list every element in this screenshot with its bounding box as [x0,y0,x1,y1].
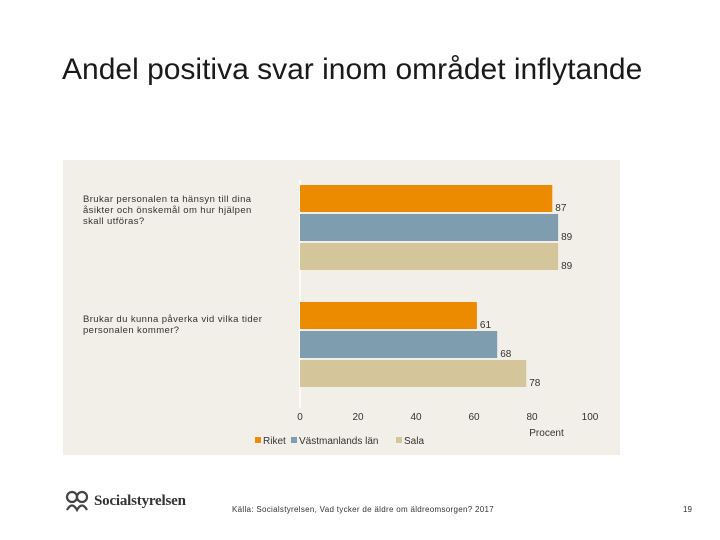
page-number: 19 [683,505,692,514]
chart-panel: 87 89 89 61 68 78 0 20 40 60 80 100 Procent Riket Väst… [63,160,620,455]
legend-label-3: Sala [404,436,424,447]
socialstyrelsen-logo: Socialstyrelsen [64,487,186,515]
legend-swatch-3 [396,437,402,443]
legend-swatch-1 [255,437,261,443]
logo-text: Socialstyrelsen [94,492,186,509]
x-tick-label-100: 100 [582,412,599,423]
bar-1-2 [300,214,559,241]
x-tick-label-0: 0 [297,412,303,423]
category-label-1: Brukar personalen ta hänsyn till dina ås… [83,194,252,227]
legend-label-2: Västmanlands län [299,436,379,447]
bar-2-1 [300,302,477,329]
data-label-2-1: 61 [480,320,492,331]
x-axis-title: Procent [529,428,564,439]
data-label-1-2: 89 [561,232,573,243]
legend-label-1: Riket [263,436,286,447]
logo-mark-icon [65,490,89,513]
bar-chart: 87 89 89 61 68 78 0 20 40 60 80 100 Procent Riket Väst… [255,180,599,447]
bar-2-3 [300,360,527,387]
category-label-2: Brukar du kunna påverka vid vilka tider … [83,314,263,336]
x-tick-label-60: 60 [468,412,480,423]
bar-1-1 [300,185,553,212]
source-note: Källa: Socialstyrelsen, Vad tycker de äl… [232,505,495,514]
x-tick-label-80: 80 [526,412,538,423]
data-label-2-2: 68 [500,349,512,360]
page-title: Andel positiva svar inom området inflyta… [62,53,643,86]
bar-2-2 [300,331,498,358]
data-label-1-3: 89 [561,261,573,272]
legend-swatch-2 [291,437,297,443]
data-label-1-1: 87 [555,203,567,214]
x-tick-label-40: 40 [410,412,422,423]
bar-1-3 [300,243,559,270]
x-tick-label-20: 20 [352,412,364,423]
data-label-2-3: 78 [529,378,541,389]
